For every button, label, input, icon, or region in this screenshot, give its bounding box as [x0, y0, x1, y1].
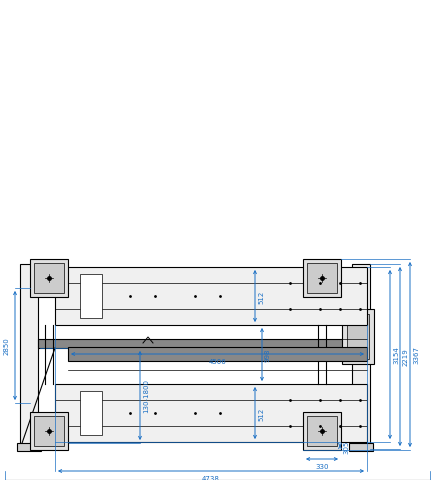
- Bar: [80, 391, 102, 435]
- Bar: [347, 314, 369, 359]
- Bar: [30, 260, 68, 298]
- Text: 512: 512: [258, 407, 264, 420]
- Text: 130-1800: 130-1800: [143, 379, 149, 413]
- Bar: [17, 443, 41, 451]
- Text: 2219: 2219: [403, 348, 409, 366]
- Bar: [80, 275, 102, 318]
- Bar: [55, 384, 367, 442]
- Bar: [30, 412, 68, 450]
- Bar: [349, 443, 373, 451]
- Text: 4506: 4506: [209, 358, 226, 364]
- Bar: [38, 339, 352, 348]
- Bar: [55, 267, 367, 325]
- Text: 3367: 3367: [413, 346, 419, 364]
- Bar: [303, 260, 341, 298]
- Text: 305: 305: [343, 439, 349, 453]
- Text: 330: 330: [315, 463, 329, 469]
- Bar: [34, 416, 64, 446]
- Bar: [20, 264, 38, 449]
- Bar: [352, 264, 370, 449]
- Text: 512: 512: [258, 290, 264, 303]
- Text: 4738: 4738: [202, 475, 220, 480]
- Text: 2850: 2850: [4, 337, 10, 355]
- Text: 998: 998: [265, 348, 271, 361]
- Bar: [342, 309, 374, 364]
- Bar: [307, 264, 337, 293]
- Bar: [303, 412, 341, 450]
- Bar: [34, 264, 64, 293]
- Bar: [68, 347, 367, 361]
- Bar: [307, 416, 337, 446]
- Text: 3154: 3154: [393, 346, 399, 364]
